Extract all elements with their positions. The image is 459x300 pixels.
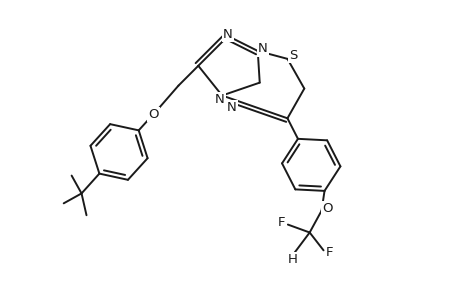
- Text: N: N: [223, 28, 232, 40]
- Text: F: F: [278, 216, 285, 229]
- Text: F: F: [325, 246, 332, 259]
- Text: N: N: [227, 101, 236, 114]
- Text: H: H: [287, 253, 297, 266]
- Text: O: O: [322, 202, 332, 215]
- Text: N: N: [215, 93, 224, 106]
- Text: N: N: [257, 42, 267, 56]
- Text: O: O: [148, 108, 159, 121]
- Text: S: S: [289, 50, 297, 62]
